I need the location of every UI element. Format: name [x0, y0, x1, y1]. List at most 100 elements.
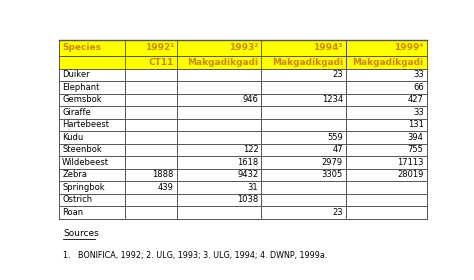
- Bar: [59, 69, 125, 81]
- Text: Makgadikgadi: Makgadikgadi: [353, 58, 424, 67]
- Bar: [261, 118, 346, 131]
- Bar: [59, 156, 125, 169]
- Text: Roan: Roan: [62, 208, 83, 217]
- Text: 1994³: 1994³: [313, 43, 343, 52]
- Bar: [59, 56, 125, 69]
- Bar: [261, 206, 346, 219]
- Text: 23: 23: [332, 208, 343, 217]
- Text: Springbok: Springbok: [62, 183, 105, 192]
- Bar: [59, 94, 125, 106]
- Bar: [125, 81, 177, 94]
- Bar: [177, 206, 261, 219]
- Bar: [59, 206, 125, 219]
- Bar: [177, 156, 261, 169]
- Bar: [125, 193, 177, 206]
- Text: 2979: 2979: [322, 158, 343, 167]
- Text: Gemsbok: Gemsbok: [62, 95, 102, 104]
- Text: 946: 946: [243, 95, 258, 104]
- Bar: [177, 193, 261, 206]
- Bar: [346, 40, 427, 56]
- Bar: [177, 81, 261, 94]
- Bar: [346, 131, 427, 144]
- Text: Elephant: Elephant: [62, 83, 100, 92]
- Bar: [346, 156, 427, 169]
- Text: Sources: Sources: [63, 229, 99, 238]
- Bar: [59, 118, 125, 131]
- Text: 33: 33: [413, 108, 424, 117]
- Bar: [177, 56, 261, 69]
- Bar: [177, 144, 261, 156]
- Bar: [125, 131, 177, 144]
- Text: Species: Species: [62, 43, 101, 52]
- Text: Makgadikgadi: Makgadikgadi: [187, 58, 258, 67]
- Text: 559: 559: [327, 133, 343, 142]
- Bar: [346, 118, 427, 131]
- Bar: [59, 144, 125, 156]
- Text: 1999⁴: 1999⁴: [394, 43, 424, 52]
- Bar: [346, 206, 427, 219]
- Bar: [59, 40, 125, 56]
- Bar: [177, 169, 261, 181]
- Bar: [177, 69, 261, 81]
- Bar: [59, 193, 125, 206]
- Bar: [59, 169, 125, 181]
- Bar: [177, 106, 261, 118]
- Bar: [125, 40, 177, 56]
- Bar: [261, 144, 346, 156]
- Text: 1.   BONIFICA, 1992; 2. ULG, 1993; 3. ULG, 1994; 4. DWNP, 1999a.: 1. BONIFICA, 1992; 2. ULG, 1993; 3. ULG,…: [63, 251, 328, 260]
- Text: 755: 755: [408, 145, 424, 154]
- Text: 33: 33: [413, 70, 424, 79]
- Text: CT11: CT11: [148, 58, 174, 67]
- Text: 131: 131: [408, 120, 424, 129]
- Text: 1234: 1234: [322, 95, 343, 104]
- Bar: [59, 181, 125, 193]
- Bar: [346, 106, 427, 118]
- Bar: [125, 206, 177, 219]
- Bar: [125, 169, 177, 181]
- Text: 439: 439: [158, 183, 174, 192]
- Bar: [261, 56, 346, 69]
- Bar: [346, 193, 427, 206]
- Text: 1038: 1038: [237, 195, 258, 204]
- Text: Makgadikgadi: Makgadikgadi: [272, 58, 343, 67]
- Bar: [261, 131, 346, 144]
- Text: Steenbok: Steenbok: [62, 145, 102, 154]
- Bar: [177, 181, 261, 193]
- Bar: [177, 40, 261, 56]
- Bar: [261, 156, 346, 169]
- Bar: [177, 94, 261, 106]
- Bar: [59, 81, 125, 94]
- Bar: [125, 94, 177, 106]
- Bar: [59, 131, 125, 144]
- Bar: [261, 81, 346, 94]
- Text: 1888: 1888: [153, 170, 174, 179]
- Text: 427: 427: [408, 95, 424, 104]
- Bar: [346, 181, 427, 193]
- Bar: [177, 118, 261, 131]
- Bar: [261, 169, 346, 181]
- Bar: [261, 40, 346, 56]
- Text: 28019: 28019: [397, 170, 424, 179]
- Bar: [261, 106, 346, 118]
- Text: 1993²: 1993²: [229, 43, 258, 52]
- Bar: [346, 69, 427, 81]
- Bar: [261, 181, 346, 193]
- Text: Kudu: Kudu: [62, 133, 83, 142]
- Bar: [125, 144, 177, 156]
- Bar: [125, 118, 177, 131]
- Bar: [346, 94, 427, 106]
- Bar: [261, 94, 346, 106]
- Text: Duiker: Duiker: [62, 70, 90, 79]
- Text: 122: 122: [243, 145, 258, 154]
- Text: Zebra: Zebra: [62, 170, 87, 179]
- Text: 66: 66: [413, 83, 424, 92]
- Text: 31: 31: [248, 183, 258, 192]
- Text: Wildebeest: Wildebeest: [62, 158, 109, 167]
- Text: Hartebeest: Hartebeest: [62, 120, 109, 129]
- Bar: [125, 156, 177, 169]
- Bar: [261, 69, 346, 81]
- Bar: [125, 56, 177, 69]
- Bar: [346, 169, 427, 181]
- Bar: [125, 69, 177, 81]
- Bar: [346, 144, 427, 156]
